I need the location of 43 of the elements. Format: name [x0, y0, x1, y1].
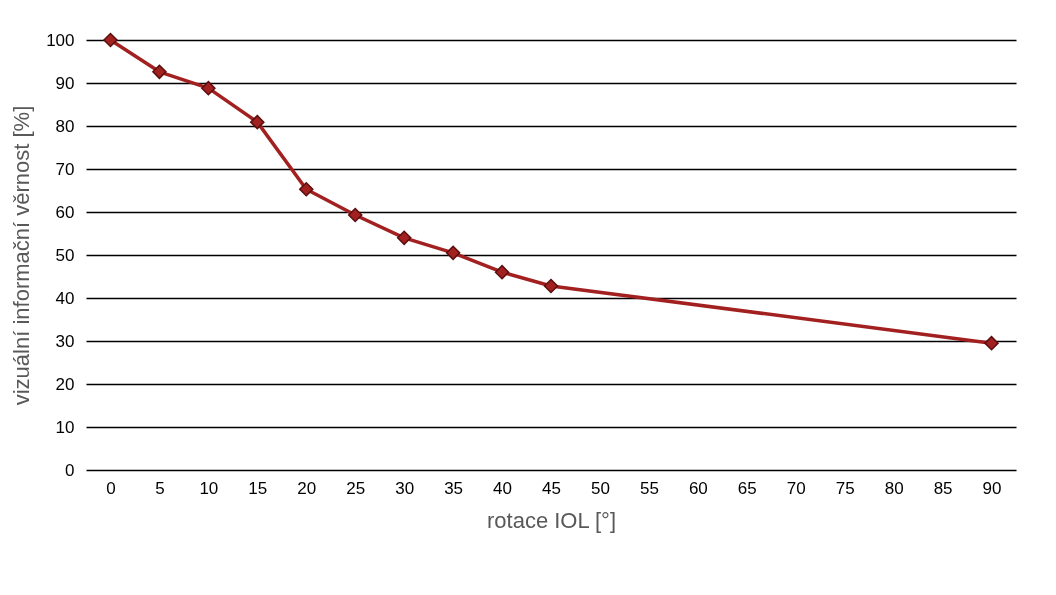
- point: [250, 114, 265, 130]
- y-tick-label: 0: [65, 460, 75, 480]
- x-tick-label: 45: [542, 478, 561, 498]
- y-tick-label: 20: [55, 374, 75, 394]
- x-tick-label: 40: [493, 478, 513, 498]
- y-tick-label: 100: [46, 30, 75, 50]
- point: [347, 207, 363, 223]
- point: [543, 278, 559, 294]
- x-tick-label: 25: [346, 478, 366, 498]
- x-tick-label: 90: [982, 478, 1002, 498]
- x-tick-label: 35: [444, 478, 464, 498]
- x-tick-label: 75: [835, 478, 855, 498]
- y-tick-label: 30: [55, 331, 75, 351]
- x-tick-label: 20: [297, 478, 317, 498]
- point: [201, 80, 216, 96]
- x-tick-label: 60: [688, 478, 708, 498]
- point: [494, 264, 510, 280]
- x-tick-label: 80: [884, 478, 904, 498]
- x-tick-label: 15: [248, 478, 268, 498]
- y-tick-label: 80: [55, 116, 75, 136]
- y-tick-label: 10: [55, 417, 75, 437]
- x-tick-label: 70: [786, 478, 806, 498]
- point: [298, 181, 314, 197]
- x-tick-label: 0: [106, 478, 116, 498]
- point: [984, 335, 999, 351]
- x-tick-label: 65: [737, 478, 757, 498]
- point: [152, 64, 167, 80]
- y-tick-label: 90: [55, 73, 75, 93]
- y-tick-label: 70: [55, 159, 75, 179]
- point: [103, 32, 118, 48]
- point: [445, 245, 461, 261]
- point: [396, 230, 412, 246]
- x-tick-label: 10: [199, 478, 219, 498]
- x-tick-label: 50: [590, 478, 610, 498]
- x-tick-label: 5: [155, 478, 165, 498]
- x-axis-title: rotace IOL [°]: [486, 507, 617, 533]
- y-tick-label: 50: [55, 245, 75, 265]
- x-tick-label: 55: [639, 478, 659, 498]
- x-tick-label: 30: [395, 478, 415, 498]
- y-tick-label: 60: [55, 202, 75, 222]
- y-tick-label: 40: [55, 288, 75, 308]
- x-tick-label: 85: [933, 478, 953, 498]
- y-axis-title: vizuální informační věrnost [%]: [9, 105, 35, 406]
